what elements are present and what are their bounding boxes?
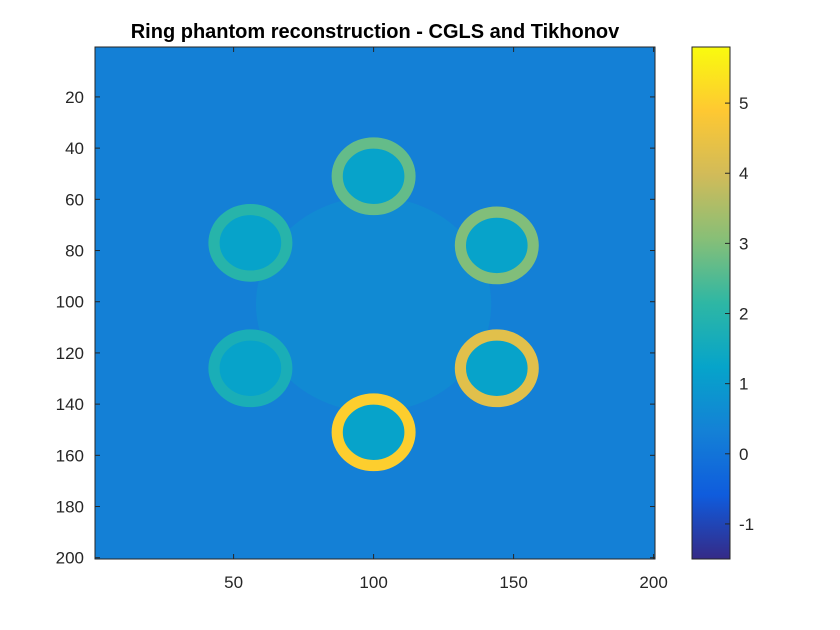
y-axis: 20 40 60 80 100 120 140 160 180 200 bbox=[56, 88, 655, 568]
colorbar-tick-label: 3 bbox=[739, 234, 748, 253]
y-tick-label: 140 bbox=[56, 395, 84, 414]
y-tick-label: 100 bbox=[56, 293, 84, 312]
ring-5 bbox=[208, 329, 293, 408]
ring-2 bbox=[454, 206, 539, 285]
y-tick-label: 120 bbox=[56, 344, 84, 363]
y-tick-label: 20 bbox=[65, 88, 84, 107]
colorbar-tick-label: 2 bbox=[739, 305, 748, 324]
ring-4 bbox=[331, 393, 416, 472]
colorbar-tick-label: 5 bbox=[739, 94, 748, 113]
colorbar-tick-label: 1 bbox=[739, 375, 748, 394]
ring-1 bbox=[331, 137, 416, 216]
chart-title: Ring phantom reconstruction - CGLS and T… bbox=[131, 21, 620, 43]
colorbar: -1 0 1 2 3 4 5 bbox=[691, 46, 754, 560]
y-tick-label: 60 bbox=[65, 190, 84, 209]
y-tick-label: 40 bbox=[65, 139, 84, 158]
colorbar-tick-label: 4 bbox=[739, 164, 748, 183]
y-tick-label: 180 bbox=[56, 498, 84, 517]
x-axis: 50 100 150 200 bbox=[224, 47, 668, 592]
x-tick-label: 150 bbox=[499, 573, 527, 592]
y-tick-label: 80 bbox=[65, 242, 84, 261]
plot-area bbox=[95, 47, 655, 559]
colorbar-ticks: -1 0 1 2 3 4 5 bbox=[725, 94, 754, 534]
colorbar-tick-label: 0 bbox=[739, 445, 748, 464]
x-tick-label: 100 bbox=[359, 573, 387, 592]
colorbar-gradient bbox=[692, 47, 730, 559]
heatmap-plot: 50 100 150 200 20 40 60 80 100 120 140 160 180 200 bbox=[56, 46, 668, 592]
x-tick-label: 50 bbox=[224, 573, 243, 592]
x-tick-label: 200 bbox=[639, 573, 667, 592]
central-disk bbox=[256, 196, 492, 412]
y-tick-label: 160 bbox=[56, 446, 84, 465]
y-tick-label: 200 bbox=[56, 549, 84, 568]
colorbar-tick-label: -1 bbox=[739, 515, 754, 534]
ring-3 bbox=[454, 329, 539, 408]
colorbar-frame bbox=[691, 46, 731, 560]
plot-frame bbox=[94, 46, 656, 560]
ring-6 bbox=[208, 203, 293, 282]
